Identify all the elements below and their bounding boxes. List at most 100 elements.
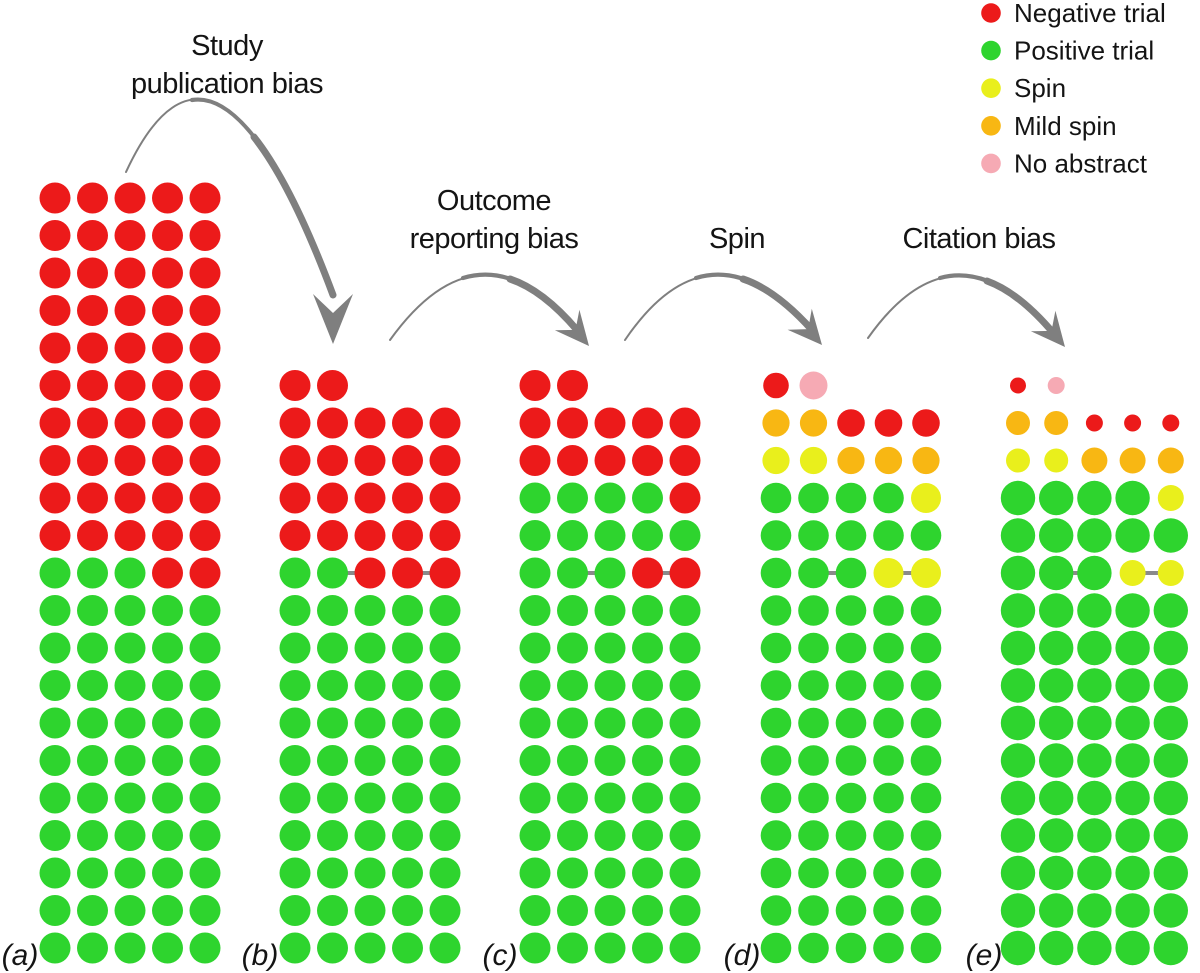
positive-trial-dot: [77, 857, 108, 889]
negative-trial-dot: [152, 182, 183, 214]
mild-spin-dot: [1006, 411, 1030, 435]
positive-trial-dot: [1000, 480, 1036, 516]
negative-trial-dot: [77, 182, 108, 214]
negative-trial-dot: [317, 370, 348, 401]
arrow-curve: [983, 277, 1059, 339]
positive-trial-dot: [429, 707, 461, 739]
positive-trial-dot: [910, 857, 942, 889]
positive-trial-dot: [279, 595, 311, 626]
positive-trial-dot: [1039, 630, 1074, 666]
positive-trial-dot: [1039, 743, 1074, 778]
negative-trial-dot: [429, 557, 461, 589]
positive-trial-dot: [835, 707, 867, 739]
positive-trial-dot: [429, 820, 461, 851]
arrowhead-icon: [1030, 310, 1065, 347]
positive-trial-dot: [910, 520, 942, 551]
positive-trial-dot: [798, 782, 829, 814]
negative-trial-dot: [279, 520, 311, 551]
positive-trial-dot: [1153, 705, 1189, 741]
negative-trial-dot: [189, 520, 221, 551]
panel-label-e: (e): [966, 939, 1003, 972]
positive-trial-dot: [1039, 893, 1074, 928]
positive-trial-dot: [279, 782, 311, 814]
positive-trial-dot: [1039, 480, 1074, 516]
positive-trial-dot: [519, 932, 551, 964]
positive-trial-dot: [1039, 930, 1074, 966]
positive-trial-dot: [354, 670, 386, 701]
arrow-label-citation-bias: Citation bias: [902, 223, 1055, 255]
positive-trial-dot: [1077, 480, 1112, 516]
mild-spin-dot: [799, 409, 828, 437]
positive-trial-dot: [798, 857, 829, 889]
positive-trial-dot: [114, 820, 146, 851]
negative-trial-dot: [669, 407, 701, 439]
negative-trial-dot: [39, 295, 71, 326]
positive-trial-dot: [317, 632, 348, 664]
positive-trial-dot: [39, 595, 71, 626]
positive-trial-dot: [354, 707, 386, 739]
negative-trial-dot: [39, 445, 71, 476]
negative-trial-dot: [189, 407, 221, 439]
positive-trial-dot: [77, 745, 108, 776]
positive-trial-dot: [354, 745, 386, 776]
negative-trial-dot: [77, 332, 108, 364]
spin-dot: [1157, 560, 1184, 586]
negative-trial-dot: [152, 332, 183, 364]
positive-trial-dot: [519, 745, 551, 776]
positive-trial-dot: [429, 632, 461, 664]
positive-trial-dot: [354, 782, 386, 814]
positive-trial-dot: [760, 632, 792, 664]
negative-trial-dot: [114, 257, 146, 289]
positive-trial-dot: [760, 895, 792, 926]
positive-trial-dot: [317, 707, 348, 739]
positive-trial-dot: [114, 557, 146, 589]
positive-trial-dot: [114, 782, 146, 814]
positive-trial-dot: [1153, 518, 1189, 553]
positive-trial-dot: [392, 820, 423, 851]
positive-trial-dot: [317, 557, 348, 589]
positive-trial-dot: [279, 707, 311, 739]
positive-trial-dot: [835, 670, 867, 701]
positive-trial-dot: [798, 932, 829, 964]
mild-spin-dot: [1044, 411, 1069, 435]
positive-trial-dot: [873, 820, 904, 851]
positive-trial-dot: [392, 932, 423, 964]
positive-trial-dot: [873, 782, 904, 814]
positive-trial-dot: [632, 782, 663, 814]
panel-a: (a): [2, 182, 221, 972]
positive-trial-dot: [798, 557, 829, 589]
positive-trial-dot: [557, 895, 588, 926]
positive-trial-dot: [152, 820, 183, 851]
negative-trial-dot: [114, 520, 146, 551]
positive-trial-dot: [1115, 930, 1150, 966]
positive-trial-dot: [798, 632, 829, 664]
negative-trial-dot: [632, 445, 663, 476]
positive-trial-dot: [835, 895, 867, 926]
positive-trial-dot: [279, 895, 311, 926]
positive-trial-dot: [669, 895, 701, 926]
positive-trial-dot: [798, 482, 829, 514]
spin-dot: [911, 558, 941, 588]
positive-trial-dot: [392, 745, 423, 776]
positive-trial-dot: [152, 895, 183, 926]
negative-trial-dot: [77, 220, 108, 251]
positive-trial-dot: [152, 595, 183, 626]
arrow-citation-bias: Citation bias: [867, 223, 1065, 347]
positive-trial-dot: [835, 632, 867, 664]
negative-trial-dot: [557, 407, 588, 439]
positive-trial-dot: [1115, 518, 1150, 553]
negative-trial-dot: [189, 332, 221, 364]
positive-trial-dot: [39, 932, 71, 964]
negative-trial-dot: [189, 220, 221, 251]
positive-trial-dot: [317, 745, 348, 776]
positive-trial-dot: [1000, 930, 1036, 966]
positive-trial-dot: [189, 857, 221, 889]
positive-trial-dot: [39, 782, 71, 814]
positive-trial-dot: [1115, 705, 1150, 741]
positive-trial-dot: [910, 932, 942, 964]
positive-trial-dot: [1153, 743, 1189, 778]
positive-trial-dot: [1077, 593, 1112, 628]
negative-trial-dot: [189, 295, 221, 326]
positive-trial-dot: [557, 820, 588, 851]
legend-dot-no-abstract: [981, 153, 1001, 174]
